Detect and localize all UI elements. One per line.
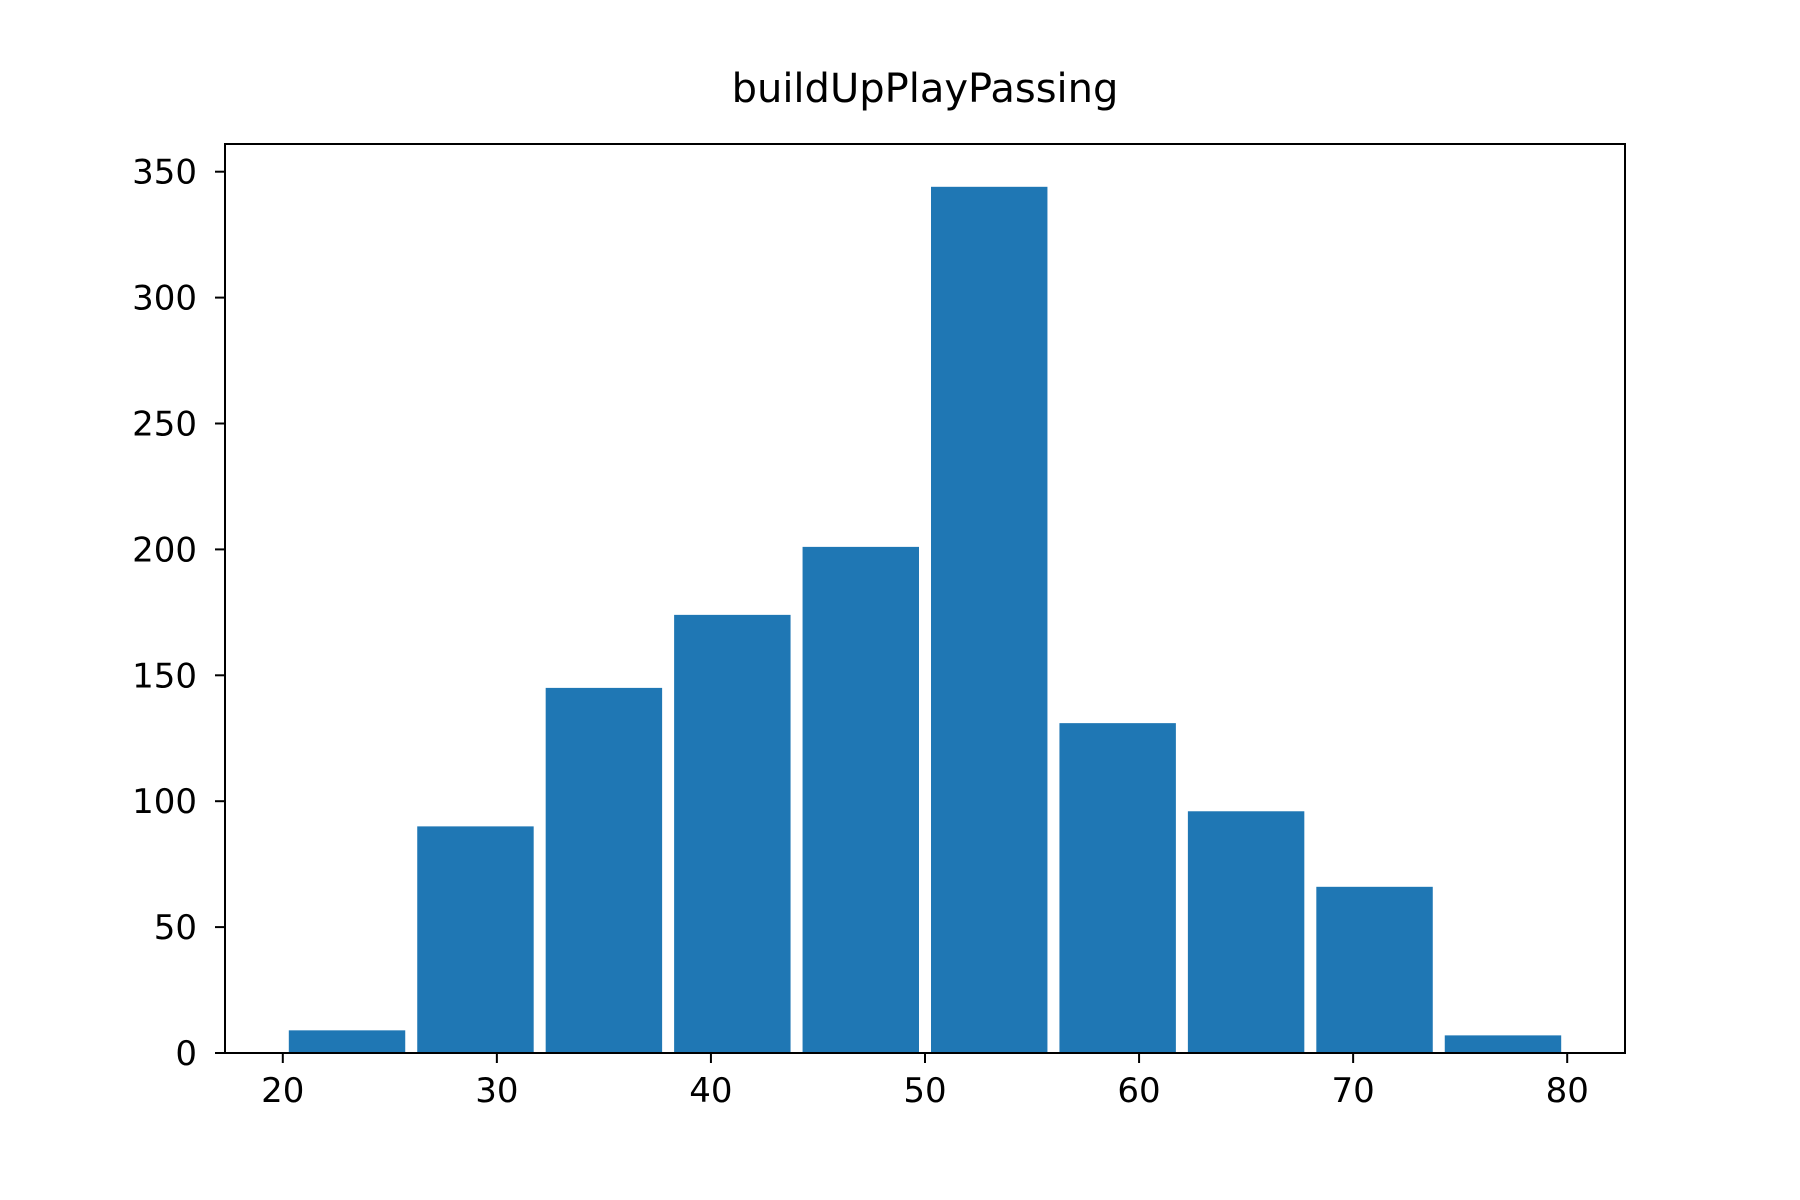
y-tick-label-4: 200 [132, 530, 197, 570]
histogram-bar-0 [288, 1030, 406, 1053]
histogram-bar-7 [1187, 811, 1305, 1053]
y-tick-label-2: 100 [132, 782, 197, 822]
y-tick-label-7: 350 [132, 153, 197, 193]
histogram-bar-4 [802, 546, 919, 1053]
x-tick-label-1: 30 [475, 1071, 518, 1111]
bars-layer [288, 186, 1562, 1053]
y-axis: 0 50 100 150 200 250 300 350 [132, 153, 225, 1074]
y-tick-label-3: 150 [132, 656, 197, 696]
histogram-bar-5 [931, 186, 1048, 1053]
x-tick-label-4: 60 [1117, 1071, 1160, 1111]
x-axis: 20 30 40 50 60 70 80 [261, 1053, 1589, 1111]
histogram-bar-1 [417, 826, 534, 1053]
y-tick-label-6: 300 [132, 279, 197, 319]
chart-title: buildUpPlayPassing [732, 66, 1119, 112]
plot-frame [224, 143, 1626, 1054]
x-tick-label-3: 50 [903, 1071, 946, 1111]
x-tick-label-0: 20 [261, 1071, 304, 1111]
x-tick-label-2: 40 [689, 1071, 732, 1111]
histogram-bar-2 [545, 687, 663, 1053]
histogram-bar-8 [1316, 886, 1433, 1053]
histogram-bar-6 [1059, 723, 1176, 1053]
histogram-bar-3 [674, 614, 791, 1053]
x-tick-label-6: 80 [1546, 1071, 1589, 1111]
histogram-bar-9 [1444, 1035, 1562, 1053]
x-tick-label-5: 70 [1332, 1071, 1375, 1111]
y-tick-label-1: 50 [154, 908, 197, 948]
y-tick-label-0: 0 [175, 1034, 197, 1074]
y-tick-label-5: 250 [132, 404, 197, 444]
